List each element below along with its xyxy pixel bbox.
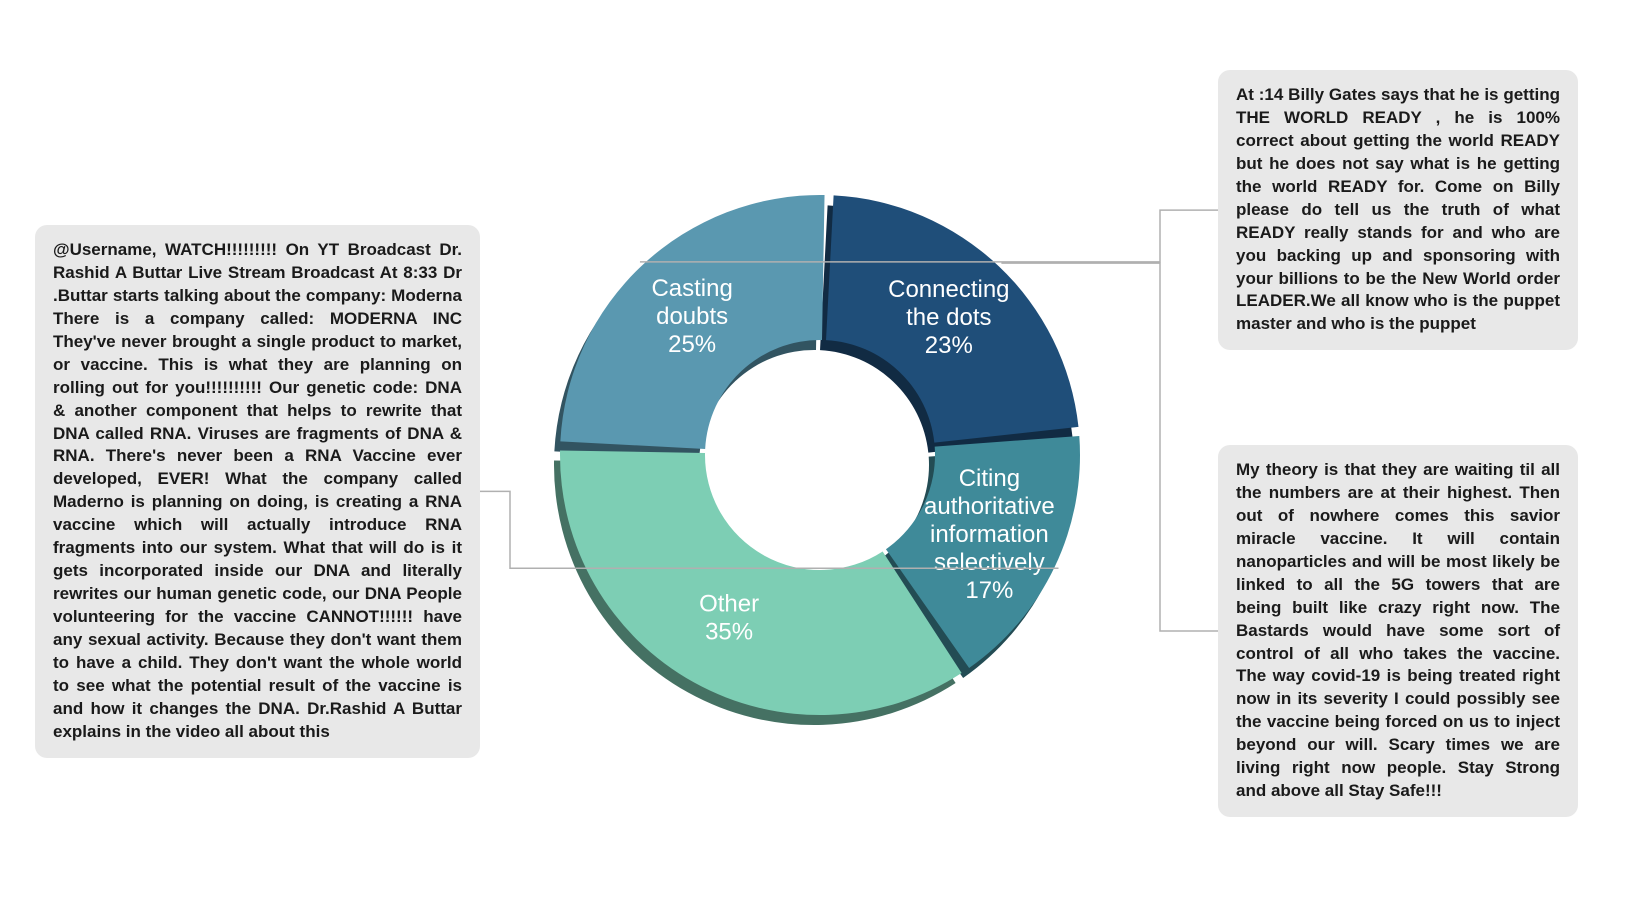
slice-pct-citing_authority: 17%	[965, 577, 1013, 604]
slice-pct-connecting_dots: 23%	[925, 332, 973, 359]
stage: Castingdoubts25% Connectingthe dots23% Cit…	[0, 0, 1638, 910]
slice-label-citing_authority-3: selectively	[934, 549, 1045, 576]
slice-label-connecting_dots-0: Connecting	[888, 276, 1009, 303]
slice-pct-casting_doubts: 25%	[668, 331, 716, 358]
slice-label-citing_authority-0: Citing	[959, 465, 1020, 492]
slice-label-casting_doubts-1: doubts	[656, 303, 728, 330]
callout-citing_authority: @Username, WATCH!!!!!!!!! On YT Broadcas…	[35, 225, 480, 758]
callout-connecting_dots: My theory is that they are waiting til a…	[1218, 445, 1578, 817]
slice-pct-other: 35%	[705, 618, 753, 645]
slice-label-connecting_dots-1: the dots	[906, 304, 991, 331]
slice-label-casting_doubts-0: Casting	[651, 275, 732, 302]
callout-casting_doubts: At :14 Billy Gates says that he is getti…	[1218, 70, 1578, 350]
slice-label-citing_authority-1: authoritative	[924, 493, 1055, 520]
donut-slice-other	[560, 450, 962, 715]
slice-label-citing_authority-2: information	[930, 521, 1049, 548]
slice-label-other-0: Other	[699, 590, 759, 617]
